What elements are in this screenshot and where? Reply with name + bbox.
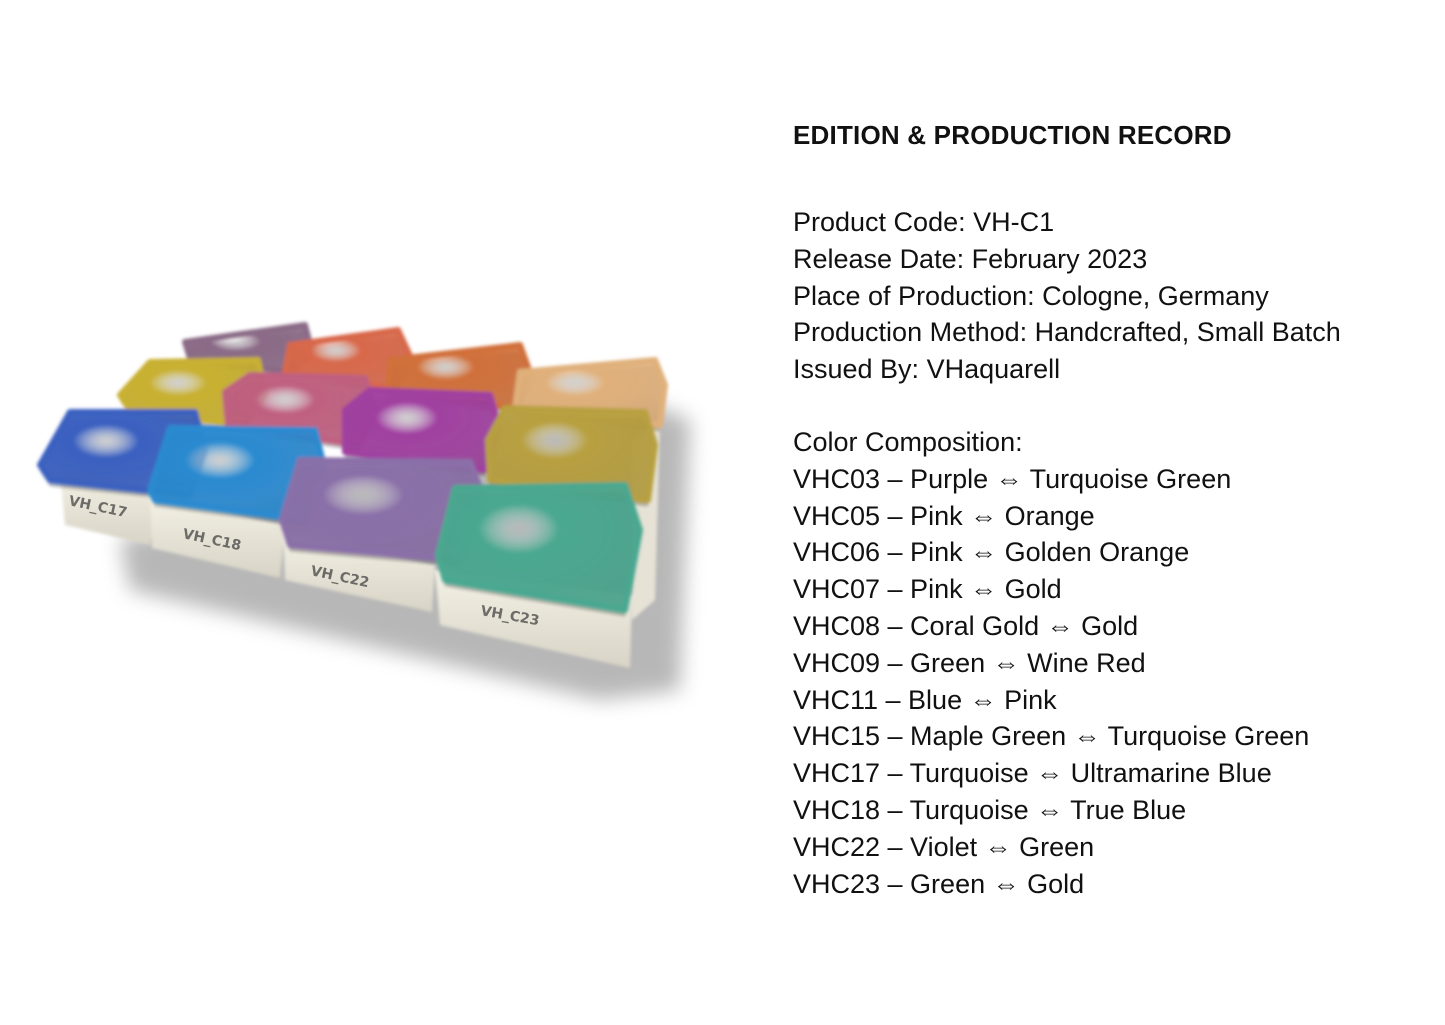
record-title: EDITION & PRODUCTION RECORD (793, 120, 1232, 150)
color-item: VHC22 – Violet ⇔ Green (793, 831, 1095, 862)
detail-issuer: Issued By: VHaquarell (793, 354, 1061, 385)
paint-pan (435, 482, 643, 613)
detail-product-code: Product Code: VH-C1 (793, 207, 1055, 237)
color-item: VHC23 – Green ⇔ Gold (793, 868, 1085, 899)
watercolor-pans-photo: VH_C17 VH_C18 VH_C22 VH_C23 (37, 322, 690, 700)
color-item: VHC11 – Blue ⇔ Pink (793, 684, 1057, 715)
detail-release-date: Release Date: February 2023 (793, 243, 1148, 274)
edition-record: EDITION & PRODUCTION RECORD Product Code… (793, 118, 1341, 902)
paint-pan (485, 405, 658, 503)
details-list: Product Code: VH-C1 Release Date: Februa… (793, 204, 1341, 388)
color-item: VHC05 – Pink ⇔ Orange (793, 500, 1095, 531)
detail-method: Production Method: Handcrafted, Small Ba… (793, 317, 1341, 348)
composition-heading: Color Composition: (793, 426, 1023, 457)
color-item: VHC08 – Coral Gold ⇔ Gold (793, 610, 1139, 641)
color-item: VHC17 – Turquoise ⇔ Ultramarine Blue (793, 758, 1272, 789)
color-item: VHC09 – Green ⇔ Wine Red (793, 647, 1146, 678)
detail-place: Place of Production: Cologne, Germany (793, 280, 1269, 311)
color-item: VHC03 – Purple ⇔ Turquoise Green (793, 463, 1232, 494)
color-item: VHC06 – Pink ⇔ Golden Orange (793, 537, 1190, 568)
color-item: VHC07 – Pink ⇔ Gold (793, 574, 1062, 605)
color-item: VHC15 – Maple Green ⇔ Turquoise Green (793, 721, 1310, 752)
color-list: VHC03 – Purple ⇔ Turquoise Green VHC05 –… (793, 461, 1341, 903)
color-item: VHC18 – Turquoise ⇔ True Blue (793, 794, 1187, 825)
